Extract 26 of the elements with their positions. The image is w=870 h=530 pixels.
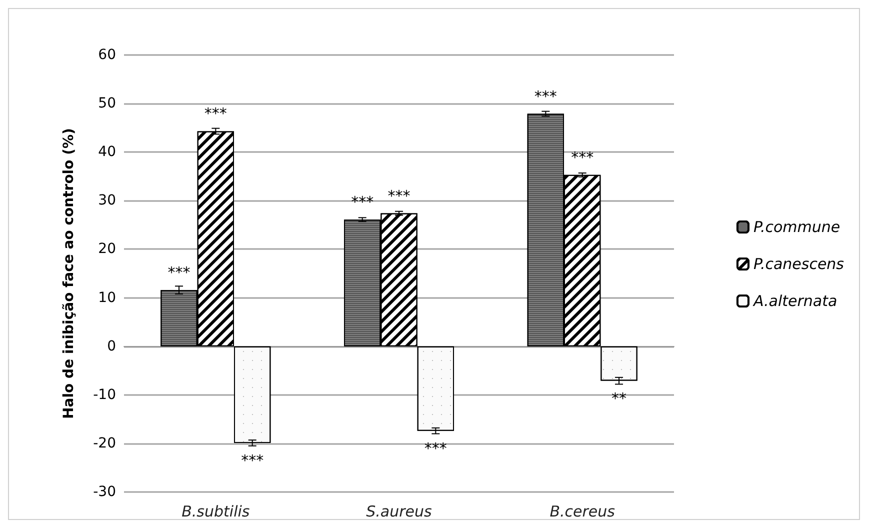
legend-label: P.commune — [753, 218, 840, 236]
data-label: *** — [534, 87, 558, 106]
x-tick-label: B.cereus — [550, 502, 616, 520]
y-tick-label: 20 — [98, 241, 116, 258]
y-tick-label: -20 — [93, 435, 116, 452]
data-label: *** — [241, 451, 264, 470]
data-label: *** — [351, 193, 374, 212]
y-tick-label: 30 — [98, 192, 116, 209]
x-tick-label: B.subtilis — [182, 502, 250, 520]
legend-label: A.alternata — [752, 292, 838, 310]
data-label: *** — [571, 148, 594, 166]
y-tick-label: 0 — [107, 338, 116, 354]
x-tick-label: S.aureus — [366, 502, 432, 520]
y-tick-label: 10 — [98, 290, 116, 306]
y-tick-label: -30 — [93, 484, 116, 500]
data-label: *** — [168, 264, 191, 282]
legend-label: P.canescens — [753, 255, 844, 273]
data-label: *** — [424, 439, 448, 458]
data-label: *** — [204, 104, 228, 123]
y-tick-label: 50 — [98, 96, 116, 112]
y-tick-label: 40 — [98, 144, 116, 160]
y-tick-label: 60 — [98, 47, 116, 63]
data-label: *** — [388, 186, 411, 205]
data-label: ** — [612, 389, 627, 408]
y-tick-label: -10 — [93, 386, 116, 403]
y-axis-title: Halo de inibição face ao controlo (%) — [61, 128, 77, 419]
